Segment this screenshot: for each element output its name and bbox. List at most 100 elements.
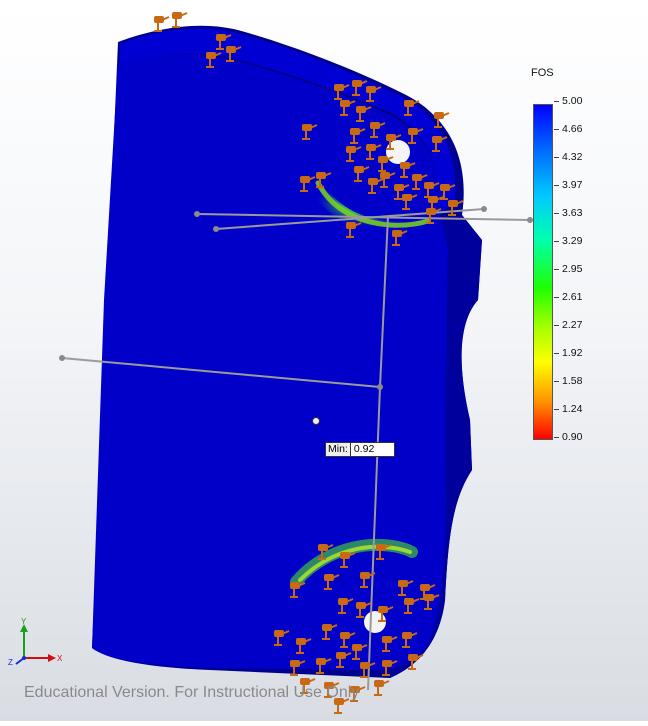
triad-z-label: Z — [8, 658, 13, 667]
legend-tick: 4.66 — [553, 123, 583, 135]
legend-title: FOS — [531, 67, 554, 79]
fixture-glyph — [338, 598, 354, 614]
fixture-glyph — [380, 172, 396, 188]
legend-tick: 3.97 — [553, 179, 583, 191]
part-front-face — [92, 53, 448, 670]
fixture-glyph — [216, 34, 232, 50]
fixture-glyph — [370, 122, 386, 138]
fixture-glyph — [206, 52, 222, 68]
fixture-glyph — [316, 658, 332, 674]
fixture-glyph — [376, 544, 392, 560]
fixture-glyph — [318, 544, 334, 560]
min-label-key: Min: — [326, 443, 351, 456]
fixture-glyph — [300, 678, 316, 694]
fixture-glyph — [424, 594, 440, 610]
fixture-glyph — [378, 156, 394, 172]
fixture-glyph — [366, 86, 382, 102]
fixture-glyph — [434, 112, 450, 128]
fixture-glyph — [360, 572, 376, 588]
min-label-value: 0.92 — [353, 443, 375, 455]
fixture-glyph — [356, 602, 372, 618]
fixture-glyph — [322, 624, 338, 640]
fixture-glyph — [400, 162, 416, 178]
fixture-glyph — [394, 184, 410, 200]
fixture-glyph — [402, 194, 418, 210]
fixture-glyph — [226, 46, 242, 62]
legend-tick: 1.92 — [553, 347, 583, 359]
fixture-glyph — [386, 134, 402, 150]
legend-tick: 2.61 — [553, 291, 583, 303]
fixture-glyph — [302, 124, 318, 140]
fixture-glyph — [290, 582, 306, 598]
fixture-glyph — [412, 174, 428, 190]
fixture-glyph — [296, 638, 312, 654]
fixture-symbols — [154, 12, 464, 714]
fixture-glyph — [398, 580, 414, 596]
fixture-glyph — [352, 644, 368, 660]
fixture-glyph — [368, 178, 384, 194]
fixture-glyph — [346, 146, 362, 162]
min-probe-marker[interactable] — [312, 417, 320, 425]
fixture-glyph — [340, 632, 356, 648]
stress-zone-upper-core — [315, 180, 431, 228]
fixture-glyph — [336, 652, 352, 668]
fixture-glyph — [154, 16, 170, 32]
triad-x-label: X — [57, 654, 63, 663]
fixture-glyph — [374, 680, 390, 696]
educational-watermark: Educational Version. For Instructional U… — [24, 684, 360, 701]
fixture-glyph — [382, 636, 398, 652]
fos-color-scale[interactable] — [533, 104, 553, 440]
fixture-glyph — [324, 682, 340, 698]
reference-triad[interactable]: Y X Z — [6, 618, 66, 670]
min-value-label[interactable]: Min: 0.92 — [325, 442, 396, 457]
legend-tick: 0.90 — [553, 431, 583, 443]
fixture-glyph — [408, 654, 424, 670]
legend-tick: 3.29 — [553, 235, 583, 247]
fixture-glyph — [366, 144, 382, 160]
legend-tick: 5.00 — [553, 95, 583, 107]
legend-tick: 1.58 — [553, 375, 583, 387]
fixture-glyph — [316, 172, 332, 188]
legend-tick: 2.27 — [553, 319, 583, 331]
fixture-glyph — [340, 552, 356, 568]
fixture-glyph — [448, 200, 464, 216]
fixture-glyph — [408, 128, 424, 144]
fixture-glyph — [334, 84, 350, 100]
fixture-glyph — [404, 598, 420, 614]
fixture-glyph — [354, 166, 370, 182]
fixture-glyph — [300, 176, 316, 192]
fixture-glyph — [334, 698, 350, 714]
fixture-glyph — [378, 606, 394, 622]
fixture-glyph — [360, 662, 376, 678]
fixture-glyph — [402, 632, 418, 648]
part-rim — [120, 28, 456, 215]
legend-tick: 4.32 — [553, 151, 583, 163]
fixture-glyph — [382, 660, 398, 676]
fixture-glyph — [172, 12, 188, 28]
triad-y-label: Y — [21, 618, 27, 626]
fixture-glyph — [426, 208, 442, 224]
part-side-edge — [380, 215, 482, 678]
stress-zone-lower-core — [298, 544, 412, 582]
leader-endpoints — [59, 206, 533, 390]
fixture-glyph — [350, 686, 366, 702]
fixture-glyph — [392, 230, 408, 246]
fixture-glyph — [324, 574, 340, 590]
legend-tick: 2.95 — [553, 263, 583, 275]
fixture-glyph — [290, 660, 306, 676]
legend-tick: 1.24 — [553, 403, 583, 415]
fixture-glyph — [350, 128, 366, 144]
fixture-glyph — [356, 106, 372, 122]
fixture-glyph — [440, 184, 456, 200]
fixture-glyph — [274, 630, 290, 646]
fixture-glyph — [352, 80, 368, 96]
leader-lines — [61, 208, 531, 691]
fixture-glyph — [404, 100, 420, 116]
fixture-glyph — [424, 182, 440, 198]
legend-tick: 3.63 — [553, 207, 583, 219]
fixture-glyph — [340, 100, 356, 116]
fixture-glyph — [346, 222, 362, 238]
fixture-glyph — [432, 136, 448, 152]
